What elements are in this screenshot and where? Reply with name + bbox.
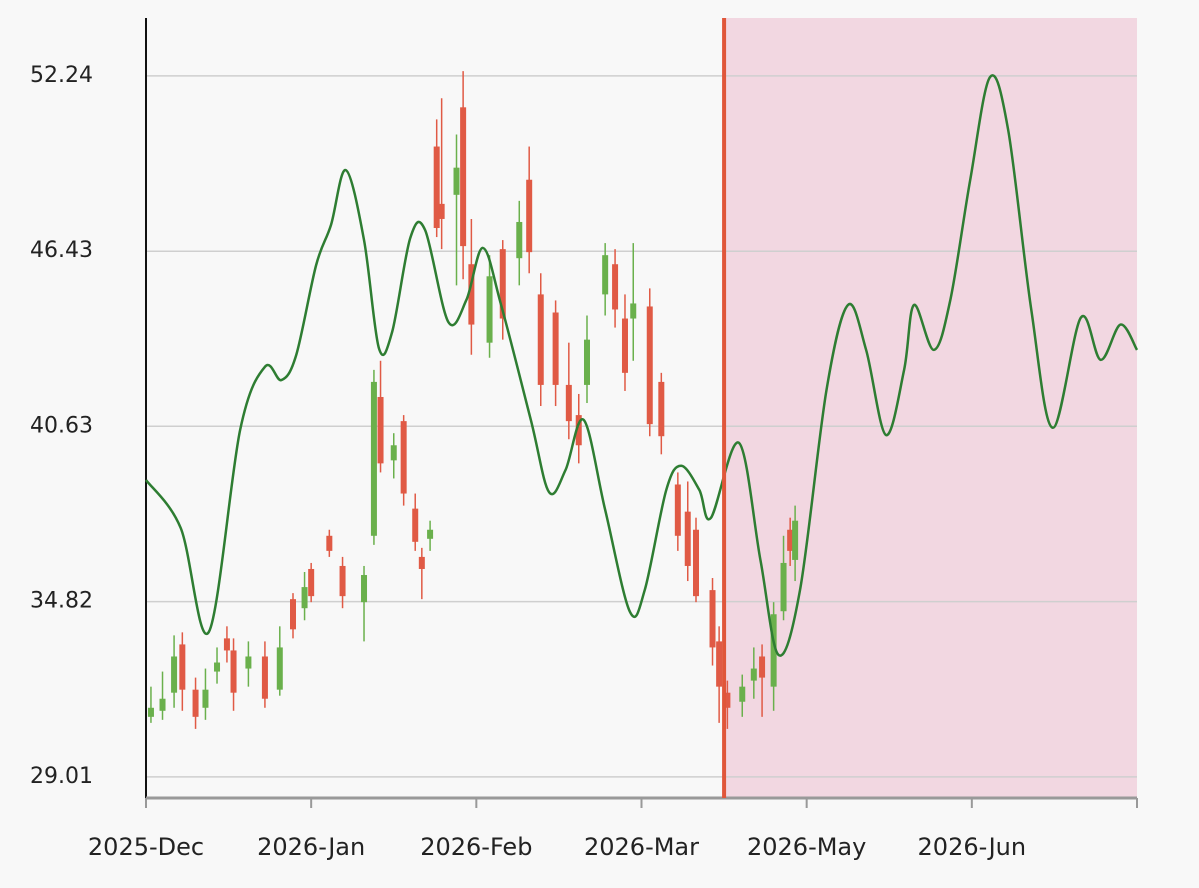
candle-body xyxy=(537,294,544,385)
x-tick-label: 2026-Jun xyxy=(918,833,1027,861)
x-tick-label: 2026-Mar xyxy=(584,833,699,861)
candle-body xyxy=(630,303,637,319)
candle-body xyxy=(552,312,559,385)
candle-body xyxy=(499,249,506,319)
candle-body xyxy=(261,656,268,699)
candle-body xyxy=(693,529,700,597)
candle-body xyxy=(276,647,283,690)
candle-body xyxy=(377,396,384,464)
x-tick-label: 2025-Dec xyxy=(88,833,204,861)
candle-body xyxy=(159,698,166,711)
y-tick-label: 29.01 xyxy=(30,764,93,789)
candle-body xyxy=(526,179,533,253)
y-tick-label: 40.63 xyxy=(30,413,93,438)
candle-body xyxy=(583,339,590,385)
candle-body xyxy=(400,421,407,494)
candle-body xyxy=(792,520,799,560)
candle-body xyxy=(460,107,467,247)
candle-body xyxy=(602,255,609,295)
candle-body xyxy=(575,415,582,446)
candle-body xyxy=(418,556,425,569)
candle-body xyxy=(412,508,419,542)
forecast-line xyxy=(144,74,1139,657)
candle-body xyxy=(326,535,333,551)
candle-body xyxy=(709,590,716,648)
candle-body xyxy=(301,587,308,609)
candle-body xyxy=(202,689,209,708)
candle-body xyxy=(674,484,681,536)
candle-body xyxy=(486,276,493,343)
candle-body xyxy=(179,644,186,690)
candle-body xyxy=(612,264,619,310)
x-tick-label: 2026-May xyxy=(747,833,866,861)
x-tick-label: 2026-Jan xyxy=(257,833,365,861)
candle-body xyxy=(724,692,731,708)
candle-body xyxy=(759,656,766,678)
candle-body xyxy=(468,264,475,325)
candle-body xyxy=(565,384,572,422)
candle-body xyxy=(289,599,296,630)
candle-body xyxy=(646,306,653,425)
candle-body xyxy=(245,656,252,669)
candle-body xyxy=(339,565,346,597)
candle-body xyxy=(230,650,237,693)
candle-body xyxy=(658,381,665,437)
candle-body xyxy=(716,641,723,687)
candle-body xyxy=(739,686,746,702)
candle-body xyxy=(516,221,523,259)
candle-body xyxy=(684,511,691,566)
candle-body xyxy=(787,529,794,551)
candle-body xyxy=(390,445,397,461)
candle-body xyxy=(438,203,445,219)
candle-body xyxy=(780,562,787,612)
candle-body xyxy=(223,638,230,651)
candle-body xyxy=(750,668,757,681)
candle-body xyxy=(214,662,221,672)
x-tick-label: 2026-Feb xyxy=(420,833,532,861)
candle-body xyxy=(433,146,440,229)
y-tick-label: 52.24 xyxy=(30,63,93,88)
y-tick-label: 46.43 xyxy=(30,238,93,263)
candle-body xyxy=(147,707,154,717)
candle-body xyxy=(361,575,368,603)
candle-body xyxy=(370,381,377,536)
y-tick-label: 34.82 xyxy=(30,589,93,614)
candle-body xyxy=(453,167,460,195)
forecast-region xyxy=(724,18,1137,798)
candle-body xyxy=(621,318,628,373)
candle-body xyxy=(427,529,434,539)
candle-body xyxy=(192,689,199,717)
candle-body xyxy=(308,568,315,597)
candle-body xyxy=(171,656,178,693)
candle-body xyxy=(770,614,777,687)
